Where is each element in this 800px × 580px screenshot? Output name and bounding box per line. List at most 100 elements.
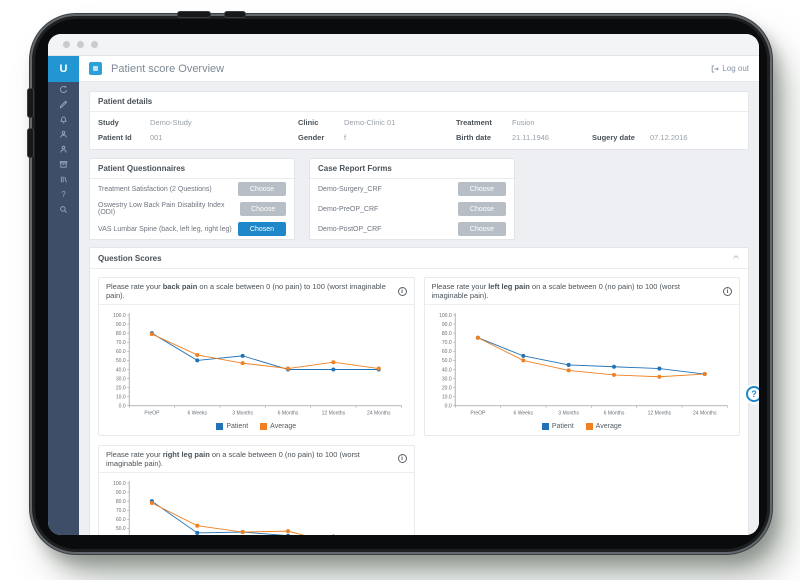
svg-text:12 Months: 12 Months [322, 410, 346, 416]
series-point-average[interactable] [195, 352, 200, 357]
series-point-average[interactable] [149, 500, 154, 505]
series-point-average[interactable] [240, 361, 245, 366]
series-point-average[interactable] [611, 372, 616, 377]
choose-button[interactable]: Choose [238, 182, 286, 196]
svg-text:80.0: 80.0 [116, 499, 126, 505]
choose-button[interactable]: Choose [458, 202, 506, 216]
svg-text:60.0: 60.0 [116, 517, 126, 523]
series-point-patient[interactable] [195, 530, 200, 535]
line-chart-container: 0.0 10.0 20.0 30.0 40.0 50.0 60.0 70.0 80.0 90.0 1… [105, 310, 408, 421]
chart-panel-right-leg-pain: Please rate your right leg pain on a sca… [98, 444, 415, 535]
bell-icon [60, 116, 67, 124]
series-point-patient[interactable] [520, 353, 525, 358]
window-control-maximize[interactable] [91, 41, 98, 48]
patient-details-card: Patient details Study Demo-Study Clinic … [89, 91, 749, 150]
series-point-patient[interactable] [286, 533, 290, 535]
legend-label: Average [595, 422, 622, 430]
series-point-average[interactable] [475, 335, 480, 340]
svg-text:90.0: 90.0 [116, 490, 126, 496]
series-point-patient[interactable] [611, 364, 616, 369]
info-icon[interactable]: i [723, 286, 732, 296]
svg-text:10.0: 10.0 [116, 395, 126, 401]
chosen-button[interactable]: Chosen [238, 222, 286, 236]
series-point-patient[interactable] [240, 353, 245, 358]
field-value: 001 [150, 133, 163, 142]
books-icon [60, 176, 67, 183]
sidebar-item-user-import[interactable] [48, 127, 79, 142]
svg-text:24 Months: 24 Months [367, 410, 391, 416]
sidebar-item-help[interactable]: ? [48, 187, 79, 202]
sidebar-item-library[interactable] [48, 172, 79, 187]
choose-button[interactable]: Choose [458, 222, 506, 236]
svg-text:6 Months: 6 Months [278, 410, 299, 416]
series-point-patient[interactable] [656, 366, 661, 371]
field-label: Birth date [456, 133, 492, 142]
series-point-average[interactable] [240, 529, 245, 534]
sidebar-item-user[interactable] [48, 142, 79, 157]
series-line-patient [151, 332, 379, 370]
svg-text:20.0: 20.0 [441, 385, 451, 391]
logout-icon [712, 65, 719, 72]
svg-text:100.0: 100.0 [439, 313, 452, 319]
svg-text:50.0: 50.0 [441, 358, 451, 364]
series-point-average[interactable] [702, 372, 707, 377]
info-icon[interactable]: i [397, 454, 407, 464]
svg-text:80.0: 80.0 [116, 331, 126, 337]
series-point-average[interactable] [149, 332, 154, 337]
series-point-average[interactable] [656, 374, 661, 379]
series-point-average[interactable] [331, 360, 336, 365]
svg-text:100.0: 100.0 [113, 313, 126, 319]
series-line-patient [151, 500, 287, 535]
sidebar-item-edit[interactable] [48, 97, 79, 112]
legend-item-average[interactable]: Average [585, 422, 622, 430]
series-point-average[interactable] [285, 529, 291, 534]
series-point-patient[interactable] [331, 367, 336, 372]
line-chart: 0.010.020.030.040.050.060.070.080.090.01… [113, 481, 335, 535]
legend-item-patient[interactable]: Patient [541, 422, 574, 430]
window-control-close[interactable] [63, 41, 70, 48]
crf-row: Demo-PostOP_CRF Choose [310, 219, 514, 239]
questionnaire-row: VAS Lumbar Spine (back, left leg, right … [90, 219, 294, 239]
field-value: Demo-Study [150, 118, 192, 127]
sidebar-item-archive[interactable] [48, 157, 79, 172]
charts-grid: Please rate your back pain on a scale be… [90, 269, 748, 535]
page-content: Patient details Study Demo-Study Clinic … [79, 82, 759, 535]
window-control-minimize[interactable] [77, 41, 84, 48]
question-scores-card: Question Scores Please rate your back pa… [89, 247, 749, 535]
collapse-button[interactable] [732, 253, 740, 263]
series-point-patient[interactable] [566, 362, 571, 367]
sidebar-item-search[interactable] [48, 202, 79, 217]
legend-item-patient[interactable]: Patient [216, 422, 248, 430]
series-point-average[interactable] [376, 366, 381, 371]
help-button[interactable]: ? [746, 386, 759, 402]
choose-button[interactable]: Choose [458, 182, 506, 196]
search-icon [60, 206, 68, 214]
legend-item-average[interactable]: Average [260, 422, 296, 430]
line-chart: 0.010.020.030.040.050.060.070.080.090.01… [113, 313, 402, 416]
sidebar-item-history[interactable] [48, 82, 79, 97]
series-point-patient[interactable] [195, 358, 200, 363]
series-point-patient[interactable] [331, 534, 335, 535]
chart-legend: Patient Average [105, 421, 408, 435]
question-scores-title: Question Scores [98, 253, 162, 263]
choose-button[interactable]: Choose [240, 202, 286, 216]
field-label: Patient Id [98, 133, 132, 142]
info-icon[interactable]: i [397, 286, 407, 296]
pencil-icon [59, 100, 68, 109]
line-chart-container: 0.0 10.0 20.0 30.0 40.0 50.0 60.0 70.0 80.0 90.0 1… [431, 310, 734, 421]
chart-body: 0.010.020.030.040.050.060.070.080.090.01… [99, 473, 414, 535]
svg-text:20.0: 20.0 [116, 385, 126, 391]
logout-label: Log out [722, 64, 749, 73]
series-point-average[interactable] [285, 366, 291, 371]
svg-text:PreOP: PreOP [144, 410, 160, 416]
svg-text:30.0: 30.0 [441, 376, 451, 382]
field-value: Fusion [512, 118, 535, 127]
questionnaire-label: Treatment Satisfaction (2 Questions) [98, 185, 212, 193]
logout-button[interactable]: Log out [711, 64, 749, 73]
legend-swatch [541, 422, 549, 430]
series-point-average[interactable] [195, 523, 200, 528]
series-point-average[interactable] [566, 368, 571, 373]
series-point-average[interactable] [520, 358, 525, 363]
sidebar-item-notifications[interactable] [48, 112, 79, 127]
sidebar-logo[interactable]: U [48, 56, 79, 82]
